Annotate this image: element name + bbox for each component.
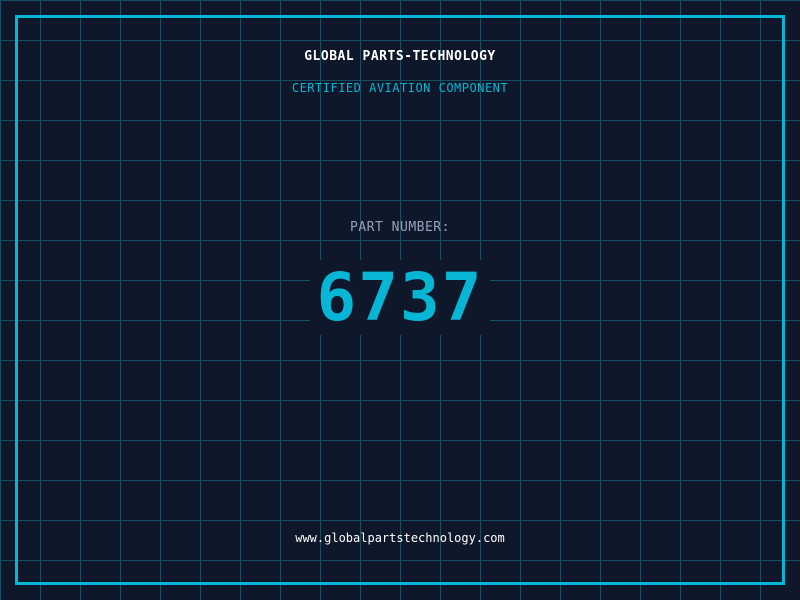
subtitle: CERTIFIED AVIATION COMPONENT: [291, 81, 509, 95]
part-number-label: PART NUMBER:: [350, 220, 450, 235]
part-number-value: 6737: [316, 259, 484, 336]
website-link[interactable]: www.globalpartstechnology.com: [295, 531, 505, 545]
brand-title: GLOBAL PARTS-TECHNOLOGY: [304, 49, 496, 64]
border-frame: [15, 15, 785, 585]
part-number-backdrop: [310, 260, 490, 335]
